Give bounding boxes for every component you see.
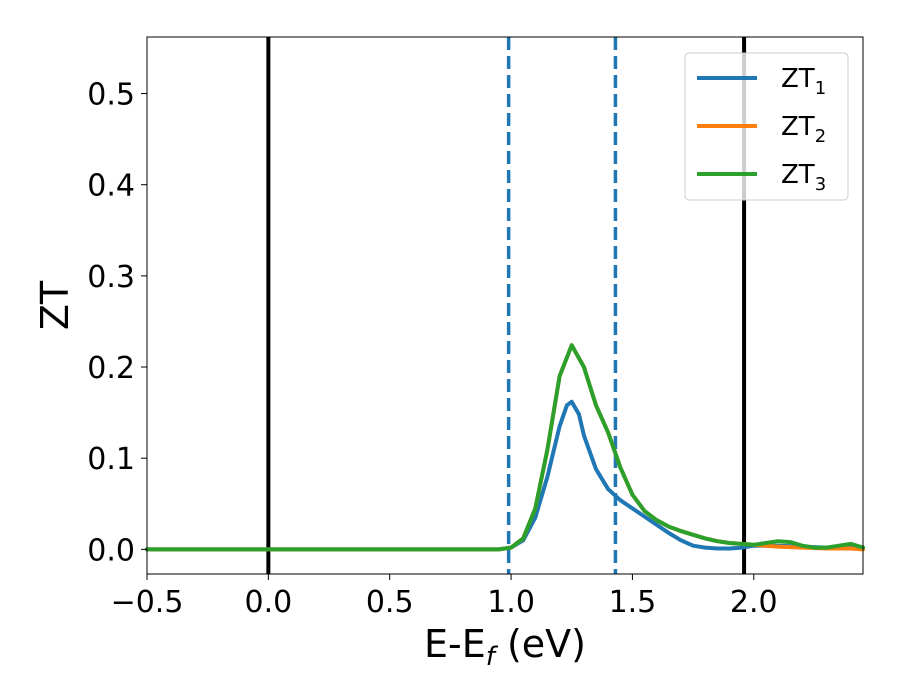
vertical-reference-lines bbox=[266, 37, 747, 574]
y-tick-label: 0.1 bbox=[87, 442, 135, 477]
series-lines bbox=[145, 343, 865, 552]
legend-items: ZT1 ZT2 ZT3 bbox=[697, 64, 826, 195]
legend-label-1: ZT1 bbox=[781, 64, 826, 99]
x-axis-label-unit bbox=[495, 622, 507, 666]
x-tick-label: 1.0 bbox=[487, 585, 535, 620]
legend: ZT1 ZT2 ZT3 bbox=[684, 52, 849, 201]
x-axis-label: E-Ef (eV) bbox=[424, 622, 586, 672]
x-tick-label: 0.0 bbox=[244, 585, 292, 620]
series-line-2 bbox=[145, 343, 865, 552]
legend-box bbox=[684, 52, 849, 201]
x-tick-label: 2.0 bbox=[730, 585, 778, 620]
legend-label-3: ZT3 bbox=[781, 160, 826, 195]
plot-area-frame bbox=[146, 36, 864, 575]
y-tick-label: 0.0 bbox=[87, 533, 135, 568]
x-tick-label: −0.5 bbox=[111, 585, 184, 620]
x-tick-label: 1.5 bbox=[609, 585, 657, 620]
y-tick-label: 0.4 bbox=[87, 169, 135, 204]
y-tick-label: 0.3 bbox=[87, 260, 135, 295]
legend-label-2: ZT2 bbox=[781, 112, 826, 147]
series-line-3 bbox=[145, 343, 865, 552]
x-axis-label-main: E-E bbox=[424, 622, 486, 666]
x-axis-label-unit-text: (eV) bbox=[507, 622, 586, 666]
y-tick-label: 0.5 bbox=[87, 78, 135, 113]
x-axis-ticks: −0.5 0.0 0.5 1.0 1.5 2.0 bbox=[111, 574, 778, 620]
y-axis-label: ZT bbox=[33, 280, 77, 330]
y-axis-ticks: 0.0 0.1 0.2 0.3 0.4 0.5 bbox=[87, 78, 147, 568]
x-tick-label: 0.5 bbox=[366, 585, 414, 620]
series-line-1 bbox=[145, 399, 865, 552]
y-tick-label: 0.2 bbox=[87, 351, 135, 386]
